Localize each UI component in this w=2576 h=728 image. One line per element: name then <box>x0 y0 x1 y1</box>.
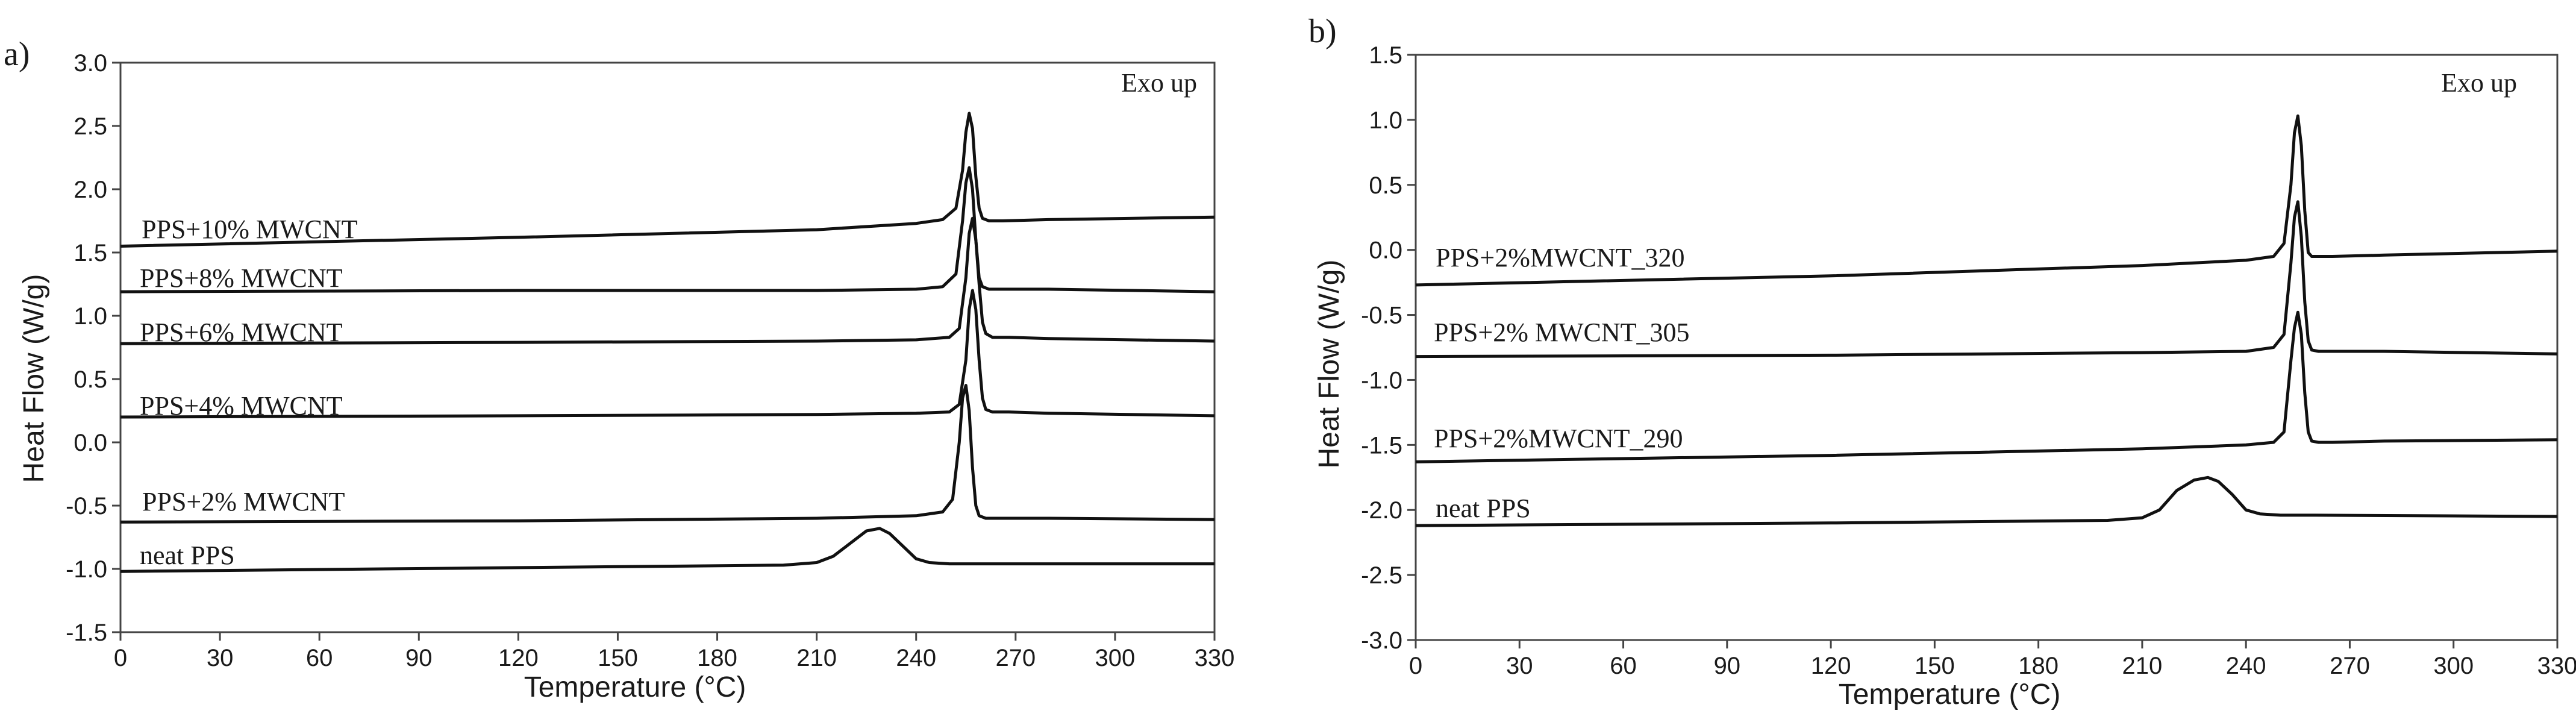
panel-b-y-tick-label: 0.5 <box>1369 172 1402 199</box>
panel-a-series-line <box>120 289 1215 419</box>
panel-a-x-tick-label: 0 <box>114 645 127 671</box>
panel-b-x-tick-label: 330 <box>2537 653 2576 679</box>
panel-b-y-tick-label: -2.0 <box>1361 497 1402 524</box>
panel-a-plot-frame <box>119 61 1216 633</box>
panel-b-y-tick-label: 1.5 <box>1369 42 1402 69</box>
panel-a-series-line <box>120 111 1215 248</box>
panel-a-y-tick-label: 2.5 <box>73 113 107 140</box>
panel-b-x-tick-label: 150 <box>1915 653 1955 679</box>
panel-b-x-tick-label: 240 <box>2226 653 2266 679</box>
panel-a-x-tick-label: 60 <box>306 645 333 671</box>
panel-b-y-tick-label: -0.5 <box>1361 303 1402 329</box>
panel-a-series-label: PPS+10% MWCNT <box>142 215 358 244</box>
panel-a-y-tick-label: -1.0 <box>66 556 107 583</box>
panel-b-series-line <box>1415 200 2558 359</box>
panel-a-y-tick-label: 1.5 <box>73 240 107 266</box>
panel-a-chart: a) Exo up Temperature (°C) Heat Flow (W/… <box>4 36 1234 703</box>
panel-a-y-tick-label: -1.5 <box>66 620 107 646</box>
panel-a-x-tick-label: 30 <box>207 645 234 671</box>
panel-b-y-tick-label: 0.0 <box>1369 237 1402 264</box>
panel-b-x-tick-label: 120 <box>1811 653 1851 679</box>
panel-a-y-tick-label: 0.0 <box>73 430 107 456</box>
panel-a-y-tick-label: -0.5 <box>66 493 107 519</box>
panel-a-x-tick-label: 270 <box>995 645 1036 671</box>
panel-b-chart: b) Exo up Temperature (°C) Heat Flow (W/… <box>1308 13 2576 711</box>
panel-b-x-tick-label: 0 <box>1409 653 1422 679</box>
panel-a-y-tick-label: 0.5 <box>73 366 107 393</box>
panel-a-x-axis-label: Temperature (°C) <box>524 671 746 703</box>
panel-b-label: b) <box>1308 13 1337 50</box>
panel-a-x-tick-label: 120 <box>498 645 539 671</box>
panel-a-x-tick-label: 330 <box>1195 645 1235 671</box>
panel-b-series-label: PPS+2% MWCNT_305 <box>1434 318 1690 347</box>
panel-b-x-tick-label: 90 <box>1714 653 1741 679</box>
panel-a-x-tick-label: 240 <box>896 645 936 671</box>
panel-a-series-label: PPS+8% MWCNT <box>140 263 343 293</box>
panel-a-y-tick-label: 3.0 <box>73 50 107 77</box>
panel-a-x-tick-label: 300 <box>1095 645 1136 671</box>
panel-a-series-label: neat PPS <box>140 541 235 570</box>
panel-b-y-tick-label: -3.0 <box>1361 627 1402 654</box>
panel-a-series-label: PPS+2% MWCNT <box>142 487 345 516</box>
panel-b-y-tick-label: 1.0 <box>1369 107 1402 134</box>
panel-a-series-line <box>120 216 1215 345</box>
panel-a-y-tick-label: 2.0 <box>73 177 107 203</box>
panel-b-series-label: PPS+2%MWCNT_320 <box>1436 243 1685 272</box>
panel-b-plot-frame <box>1415 54 2559 641</box>
panel-b-x-tick-label: 210 <box>2122 653 2163 679</box>
panel-b-y-tick-label: -2.5 <box>1361 562 1402 589</box>
panel-b-y-tick-label: -1.0 <box>1361 367 1402 394</box>
panel-b-series-line <box>1415 475 2558 527</box>
panel-a-x-tick-label: 150 <box>598 645 638 671</box>
panel-b-series-line <box>1415 310 2558 463</box>
panel-a-x-tick-label: 210 <box>796 645 837 671</box>
panel-a-y-tick-label: 1.0 <box>73 303 107 330</box>
panel-b-series-line <box>1415 114 2558 287</box>
panel-a-x-tick-label: 90 <box>405 645 433 671</box>
panel-b-x-tick-label: 270 <box>2330 653 2370 679</box>
panel-b-y-axis-label: Heat Flow (W/g) <box>1313 260 1345 469</box>
panel-a-x-tick-label: 180 <box>697 645 737 671</box>
panel-b-series-label: neat PPS <box>1436 494 1531 523</box>
panel-b-x-axis-label: Temperature (°C) <box>1839 679 2061 711</box>
panel-b-x-tick-label: 180 <box>2018 653 2059 679</box>
panel-b-series-label: PPS+2%MWCNT_290 <box>1434 424 1683 453</box>
panel-a-label: a) <box>4 36 30 73</box>
panel-a-series-line <box>120 527 1215 573</box>
panel-b-exo-label: Exo up <box>2441 68 2517 98</box>
panel-a-series-line <box>120 384 1215 524</box>
panel-a-series-label: PPS+4% MWCNT <box>140 391 343 421</box>
panel-b-x-tick-label: 30 <box>1506 653 1533 679</box>
panel-b-x-tick-label: 300 <box>2433 653 2474 679</box>
panel-a-exo-label: Exo up <box>1121 68 1197 98</box>
panel-b-y-tick-label: -1.5 <box>1361 432 1402 459</box>
panel-b-x-tick-label: 60 <box>1610 653 1637 679</box>
panel-a-series-label: PPS+6% MWCNT <box>140 318 343 347</box>
panel-a-series-line <box>120 166 1215 293</box>
panel-a-y-axis-label: Heat Flow (W/g) <box>18 274 50 483</box>
